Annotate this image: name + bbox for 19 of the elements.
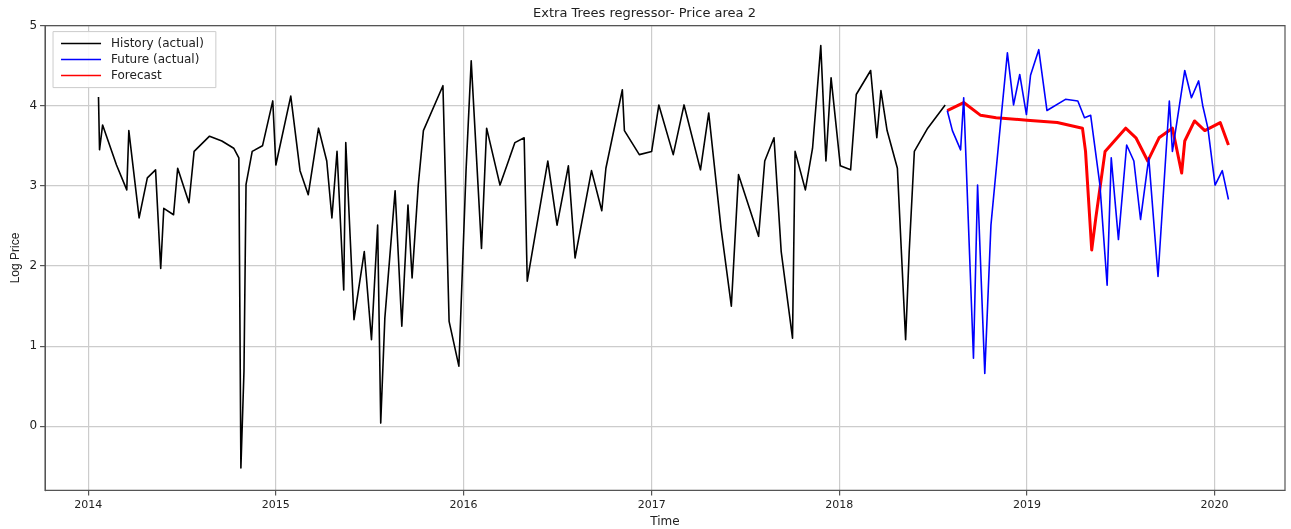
y-tick-label: 1 <box>29 338 38 353</box>
x-tick-label: 2015 <box>261 497 290 511</box>
chart-title: Extra Trees regressor- Price area 2 <box>533 5 756 21</box>
x-tick-label: 2014 <box>74 497 103 511</box>
legend-label: History (actual) <box>111 35 204 50</box>
x-tick-label: 2020 <box>1200 497 1229 511</box>
y-tick-label: 2 <box>29 258 38 273</box>
x-tick-label: 2018 <box>825 497 854 511</box>
x-tick-label: 2016 <box>449 497 478 511</box>
y-tick-label: 5 <box>29 17 38 32</box>
legend-label: Future (actual) <box>111 51 200 66</box>
y-tick-label: 4 <box>29 97 38 112</box>
x-tick-label: 2017 <box>637 497 666 511</box>
legend-label: Forecast <box>111 67 163 82</box>
y-axis-title: Log Price <box>7 232 22 284</box>
x-tick-label: 2019 <box>1012 497 1041 511</box>
y-tick-label: 3 <box>29 178 38 192</box>
y-tick-label: 0 <box>29 418 38 433</box>
x-axis-title: Time <box>649 513 680 528</box>
